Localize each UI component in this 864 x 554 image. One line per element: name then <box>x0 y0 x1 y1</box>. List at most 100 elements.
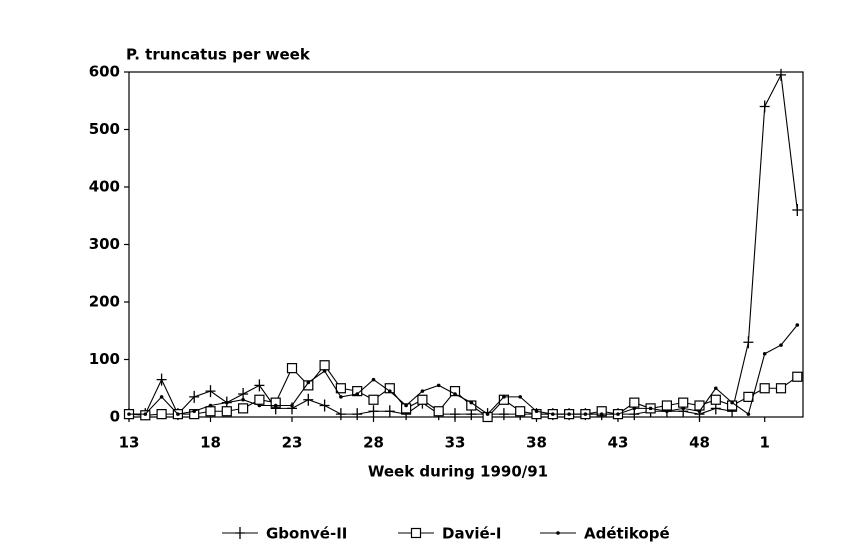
data-point <box>730 400 734 405</box>
data-point <box>551 412 555 416</box>
legend-marker <box>556 531 560 535</box>
y-tick-label: 500 <box>89 120 120 138</box>
x-tick-label: 48 <box>689 434 710 452</box>
data-point <box>290 403 294 408</box>
data-point <box>286 363 298 374</box>
data-point <box>189 390 200 403</box>
data-point <box>775 383 787 394</box>
y-tick-label: 100 <box>89 350 120 368</box>
data-point <box>779 343 783 347</box>
data-point <box>221 406 232 417</box>
y-tick-label: 400 <box>89 178 120 196</box>
data-point <box>632 406 637 411</box>
y-tick-label: 300 <box>89 235 120 253</box>
data-point <box>355 392 360 396</box>
data-point <box>241 397 245 402</box>
legend-marker <box>410 527 422 539</box>
x-tick-label: 23 <box>282 434 303 452</box>
y-tick-label: 200 <box>89 293 120 311</box>
data-point <box>335 383 346 394</box>
data-point <box>469 400 474 405</box>
x-tick-label: 13 <box>119 434 140 452</box>
data-point <box>746 412 751 416</box>
data-point <box>143 412 148 416</box>
data-point <box>665 409 669 414</box>
data-point <box>759 383 770 394</box>
data-point <box>502 395 506 399</box>
x-tick-label: 33 <box>445 434 466 452</box>
data-point <box>303 393 314 406</box>
data-point <box>518 395 522 399</box>
data-point <box>159 395 164 399</box>
data-point <box>205 385 216 398</box>
data-point <box>352 408 363 421</box>
data-point <box>257 403 262 408</box>
data-point <box>368 405 379 418</box>
data-point <box>238 403 249 414</box>
data-point <box>710 394 721 405</box>
data-point <box>388 389 392 393</box>
y-tick-label: 0 <box>110 408 120 426</box>
data-point <box>254 379 265 392</box>
data-point <box>792 204 803 216</box>
x-tick-label: 28 <box>363 434 384 452</box>
data-point <box>420 389 425 393</box>
data-point <box>694 400 705 411</box>
data-point <box>450 408 460 421</box>
data-point <box>681 406 685 411</box>
x-tick-label: 1 <box>759 434 769 452</box>
series-line <box>129 324 798 416</box>
data-point <box>335 408 346 421</box>
y-tick-label: 600 <box>89 63 120 81</box>
data-point <box>792 371 803 382</box>
data-point <box>254 394 265 405</box>
x-tick-label: 43 <box>608 434 629 452</box>
data-point <box>156 373 167 386</box>
x-axis-label: Week during 1990/91 <box>368 463 548 481</box>
data-point <box>678 397 689 408</box>
data-point <box>648 406 653 411</box>
data-point <box>661 400 673 411</box>
legend-label: Adétikopé <box>584 525 670 543</box>
legend-marker <box>235 527 245 539</box>
data-point <box>417 394 428 405</box>
data-point <box>743 391 754 402</box>
data-point <box>176 412 180 416</box>
data-point <box>743 336 754 349</box>
data-point <box>498 408 509 421</box>
x-tick-label: 18 <box>200 434 221 452</box>
data-point <box>319 399 330 412</box>
chart-title: P. truncatus per week <box>126 46 311 64</box>
data-point <box>368 394 379 405</box>
data-point <box>404 403 408 408</box>
data-point <box>205 406 216 417</box>
legend-label: Davié-I <box>442 525 501 543</box>
x-tick-label: 38 <box>526 434 547 452</box>
data-point <box>776 68 786 81</box>
data-point <box>534 409 539 414</box>
data-point <box>515 406 526 417</box>
data-point <box>339 395 343 399</box>
data-point <box>192 409 196 414</box>
data-point <box>714 386 718 391</box>
data-point <box>629 397 640 408</box>
data-point <box>319 360 330 371</box>
data-point <box>762 351 767 356</box>
data-point <box>273 403 278 408</box>
data-point <box>371 377 376 382</box>
data-point <box>485 412 490 416</box>
data-point <box>759 100 770 113</box>
data-point <box>208 403 213 408</box>
data-point <box>795 323 800 327</box>
data-point <box>225 400 229 405</box>
data-point <box>156 409 167 420</box>
series-line <box>129 73 798 416</box>
legend-label: Gbonvé-II <box>266 525 347 543</box>
data-point <box>306 380 311 385</box>
data-point <box>453 392 457 396</box>
data-point <box>322 369 327 373</box>
data-point <box>436 383 441 388</box>
data-point <box>599 412 604 416</box>
data-point <box>433 406 444 417</box>
